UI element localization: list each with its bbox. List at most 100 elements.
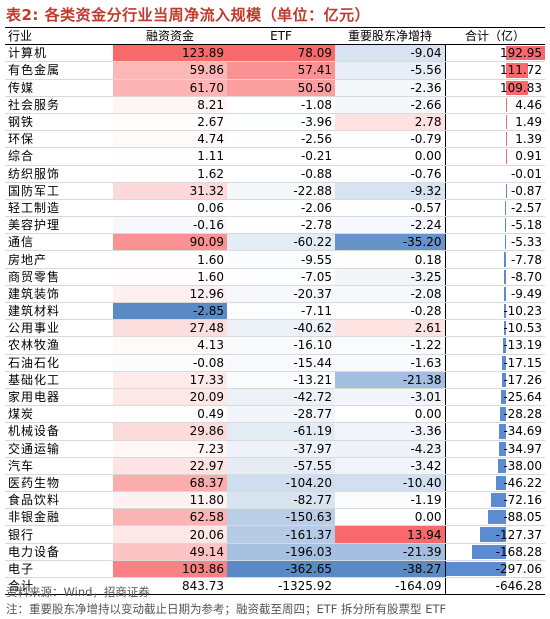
total-data-bar <box>503 321 506 336</box>
etf-cell: -0.88 <box>227 165 335 183</box>
total-cell: -10.23 <box>444 302 545 321</box>
table-row: 通信 90.09 -60.22 -35.20 -5.33 <box>5 233 545 252</box>
etf-cell: -13.21 <box>227 371 335 389</box>
total-cell: 111.72 <box>444 61 545 80</box>
holder-cell: 0.00 <box>335 405 445 424</box>
holder-cell: -21.39 <box>335 543 445 561</box>
financing-cell: 8.21 <box>113 96 227 114</box>
header-row: 行业 融资资金 ETF 重要股东净增持 合计（亿） <box>5 26 545 46</box>
holder-cell: -0.57 <box>335 199 445 218</box>
etf-cell: -362.65 <box>227 560 335 579</box>
industry-name: 非银金融 <box>5 508 113 527</box>
financing-cell: 17.33 <box>113 371 227 389</box>
etf-cell: -16.10 <box>227 336 335 355</box>
industry-name: 家用电器 <box>5 388 113 407</box>
holder-cell: -3.36 <box>335 422 445 441</box>
total-data-bar <box>498 424 506 439</box>
table-row: 农林牧渔 4.13 -16.10 -1.22 -13.19 <box>5 336 545 355</box>
total-data-bar <box>503 338 506 353</box>
etf-cell: -40.62 <box>227 319 335 338</box>
total-value: 1.39 <box>515 132 542 147</box>
total-value: -0.87 <box>510 183 542 198</box>
total-row: 合计 843.73 -1325.92 -164.09 -646.28 <box>5 576 545 596</box>
table-row: 有色金属 59.86 57.41 -5.56 111.72 <box>5 61 545 80</box>
total-value: -168.28 <box>495 544 542 559</box>
table-row: 纺织服饰 1.62 -0.88 -0.76 -0.01 <box>5 165 545 183</box>
total-value: -9.49 <box>510 286 542 301</box>
table-row: 钢铁 2.67 -3.96 2.78 1.49 <box>5 113 545 132</box>
financing-cell: 49.14 <box>113 543 227 561</box>
total-data-bar <box>504 235 506 250</box>
total-cell: -297.06 <box>444 560 545 579</box>
financing-cell: 2.67 <box>113 113 227 132</box>
industry-name: 通信 <box>5 233 113 252</box>
industry-name: 有色金属 <box>5 61 113 80</box>
total-data-bar <box>446 561 506 576</box>
financing-cell: -0.08 <box>113 354 227 372</box>
financing-cell: 123.89 <box>113 44 227 63</box>
total-cell: 109.83 <box>444 79 545 97</box>
etf-cell: -9.55 <box>227 250 335 269</box>
total-data-bar <box>498 441 506 456</box>
holder-cell: -0.79 <box>335 130 445 149</box>
industry-name: 银行 <box>5 525 113 544</box>
table-row: 建筑装饰 12.96 -20.37 -2.08 -9.49 <box>5 285 545 304</box>
financing-cell: 68.37 <box>113 474 227 493</box>
etf-cell: -2.78 <box>227 216 335 235</box>
holder-cell: 0.18 <box>335 250 445 269</box>
total-value: -17.15 <box>503 355 542 370</box>
financing-cell: 31.32 <box>113 182 227 200</box>
holder-cell: -3.42 <box>335 457 445 475</box>
etf-cell: -42.72 <box>227 388 335 407</box>
total-data-bar <box>504 252 506 267</box>
industry-name: 医药生物 <box>5 474 113 493</box>
holder-cell: 2.78 <box>335 113 445 132</box>
holder-cell: -4.23 <box>335 440 445 458</box>
etf-cell: -196.03 <box>227 543 335 561</box>
header-financing: 融资资金 <box>113 26 227 46</box>
holder-cell: -35.20 <box>335 233 445 252</box>
etf-cell: -150.63 <box>227 508 335 527</box>
total-value: -10.53 <box>503 321 542 336</box>
financing-cell: 1.60 <box>113 250 227 269</box>
table-row: 综合 1.11 -0.21 0.00 0.91 <box>5 147 545 166</box>
industry-name: 农林牧渔 <box>5 336 113 355</box>
header-holder: 重要股东净增持 <box>335 26 445 46</box>
etf-cell: -20.37 <box>227 285 335 304</box>
total-cell: -10.53 <box>444 319 545 338</box>
holder-cell: -0.28 <box>335 302 445 321</box>
total-data-bar <box>498 458 506 473</box>
total-cell: -9.49 <box>444 285 545 304</box>
financing-cell: 12.96 <box>113 285 227 304</box>
total-cell: -17.15 <box>444 354 545 372</box>
total-value: -5.18 <box>510 218 542 233</box>
financing-cell: 20.06 <box>113 525 227 544</box>
table-row: 美容护理 -0.16 -2.78 -2.24 -5.18 <box>5 216 545 235</box>
holder-cell: -2.08 <box>335 285 445 304</box>
table-row: 电子 103.86 -362.65 -38.27 -297.06 <box>5 560 545 579</box>
financing-cell: 0.49 <box>113 405 227 424</box>
flow-table: 行业 融资资金 ETF 重要股东净增持 合计（亿） 计算机 123.89 78.09… <box>5 26 545 596</box>
total-data-bar <box>500 389 506 405</box>
financing-cell: 4.74 <box>113 130 227 149</box>
holder-cell: -9.32 <box>335 182 445 200</box>
total-data-bar <box>471 544 506 559</box>
industry-name: 公用事业 <box>5 319 113 338</box>
remark-note: 注：重要股东净增持以变动截止日期为参考；融资截至周四；ETF 拆分所有股票型 E… <box>6 602 447 616</box>
total-cell: -38.00 <box>444 457 545 475</box>
industry-name: 电力设备 <box>5 543 113 561</box>
total-data-bar <box>503 304 506 319</box>
total-data-bar <box>505 46 545 61</box>
industry-name: 商贸零售 <box>5 268 113 286</box>
financing-cell: 0.06 <box>113 199 227 218</box>
industry-name: 纺织服饰 <box>5 165 113 183</box>
holder-cell: -0.76 <box>335 165 445 183</box>
total-cell: -34.97 <box>444 440 545 458</box>
total-cell: -168.28 <box>444 543 545 561</box>
industry-name: 煤炭 <box>5 405 113 424</box>
total-value: 109.83 <box>500 80 542 95</box>
holder-cell: -38.27 <box>335 560 445 579</box>
table-row: 食品饮料 11.80 -82.77 -1.19 -72.16 <box>5 491 545 510</box>
financing-cell: 1.60 <box>113 268 227 286</box>
table-row: 石油石化 -0.08 -15.44 -1.63 -17.15 <box>5 354 545 372</box>
